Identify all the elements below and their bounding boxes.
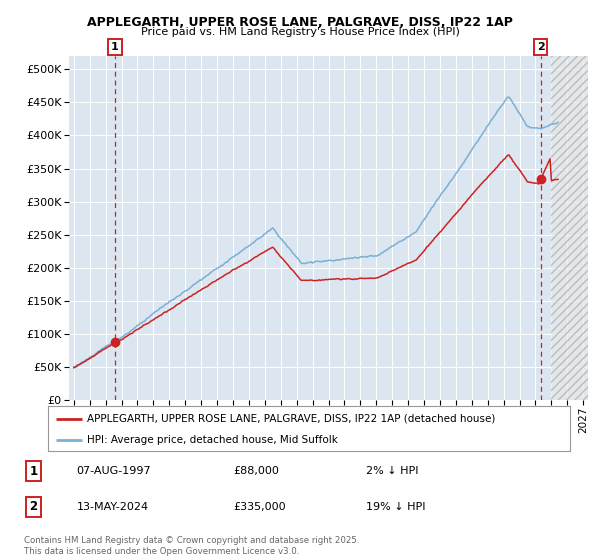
Text: APPLEGARTH, UPPER ROSE LANE, PALGRAVE, DISS, IP22 1AP (detached house): APPLEGARTH, UPPER ROSE LANE, PALGRAVE, D… — [87, 413, 496, 423]
Text: Contains HM Land Registry data © Crown copyright and database right 2025.
This d: Contains HM Land Registry data © Crown c… — [24, 536, 359, 556]
Text: 1: 1 — [29, 465, 38, 478]
Text: £335,000: £335,000 — [234, 502, 286, 512]
Text: APPLEGARTH, UPPER ROSE LANE, PALGRAVE, DISS, IP22 1AP: APPLEGARTH, UPPER ROSE LANE, PALGRAVE, D… — [87, 16, 513, 29]
Text: 19% ↓ HPI: 19% ↓ HPI — [366, 502, 426, 512]
Text: 07-AUG-1997: 07-AUG-1997 — [76, 466, 151, 476]
Text: 2: 2 — [537, 42, 545, 52]
Text: 2% ↓ HPI: 2% ↓ HPI — [366, 466, 419, 476]
Bar — [551, 56, 588, 400]
Text: 1: 1 — [111, 42, 119, 52]
Text: £88,000: £88,000 — [234, 466, 280, 476]
Text: Price paid vs. HM Land Registry's House Price Index (HPI): Price paid vs. HM Land Registry's House … — [140, 27, 460, 37]
Text: 2: 2 — [29, 500, 38, 514]
Text: HPI: Average price, detached house, Mid Suffolk: HPI: Average price, detached house, Mid … — [87, 435, 338, 445]
Text: 13-MAY-2024: 13-MAY-2024 — [76, 502, 149, 512]
